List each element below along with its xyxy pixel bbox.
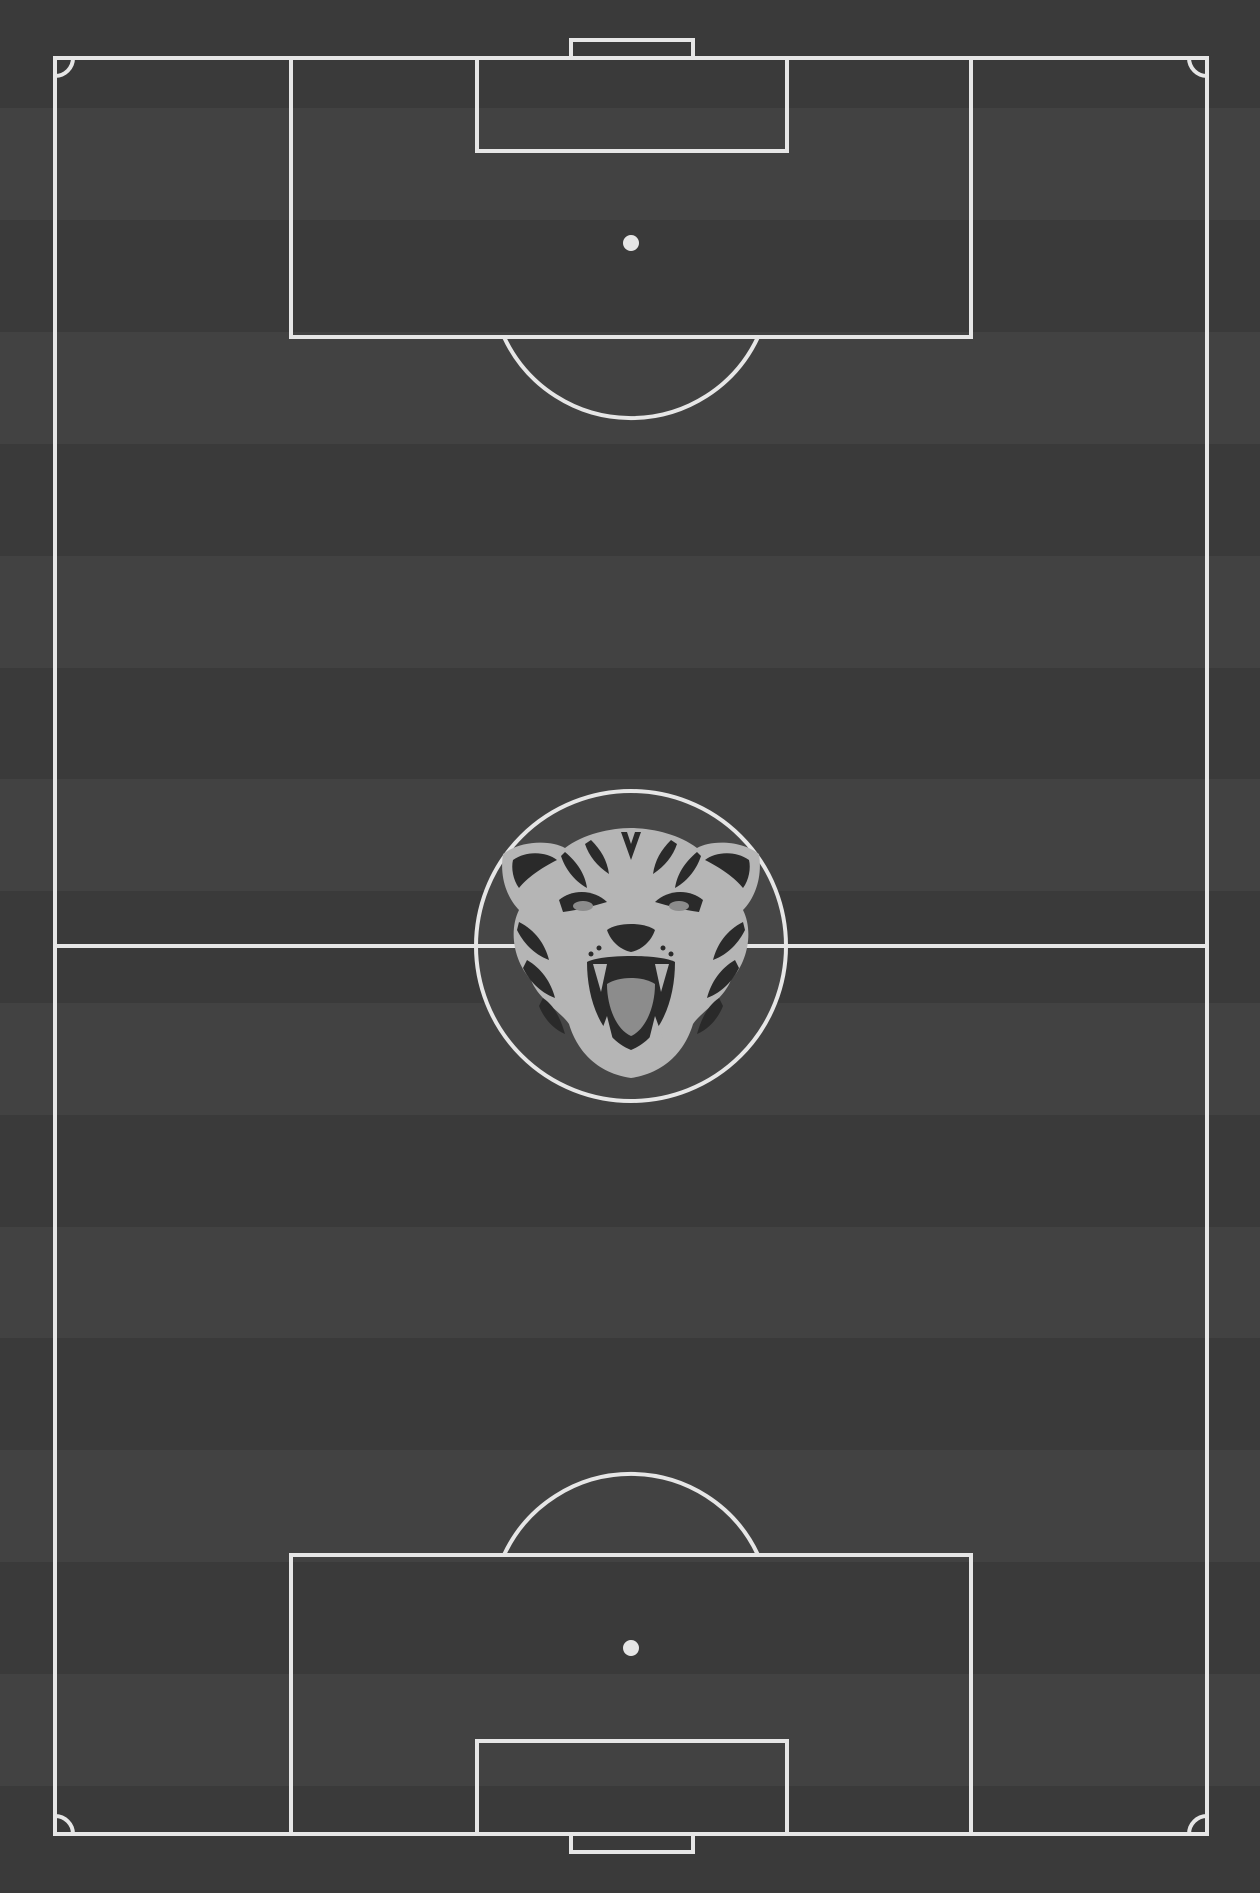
corner-arc-bottom-right	[1187, 1814, 1208, 1835]
corner-arc-top-right	[1187, 57, 1208, 78]
top-penalty-spot	[623, 235, 639, 251]
top-goal-area	[475, 56, 789, 153]
top-penalty-arc	[502, 336, 760, 421]
bottom-penalty-arc	[502, 1471, 760, 1556]
corner-arc-bottom-left	[54, 1814, 75, 1835]
corner-arc-top-left	[54, 57, 75, 78]
tiger-head-icon	[502, 828, 760, 1078]
bottom-goal-area	[475, 1739, 789, 1836]
bottom-penalty-spot	[623, 1640, 639, 1656]
